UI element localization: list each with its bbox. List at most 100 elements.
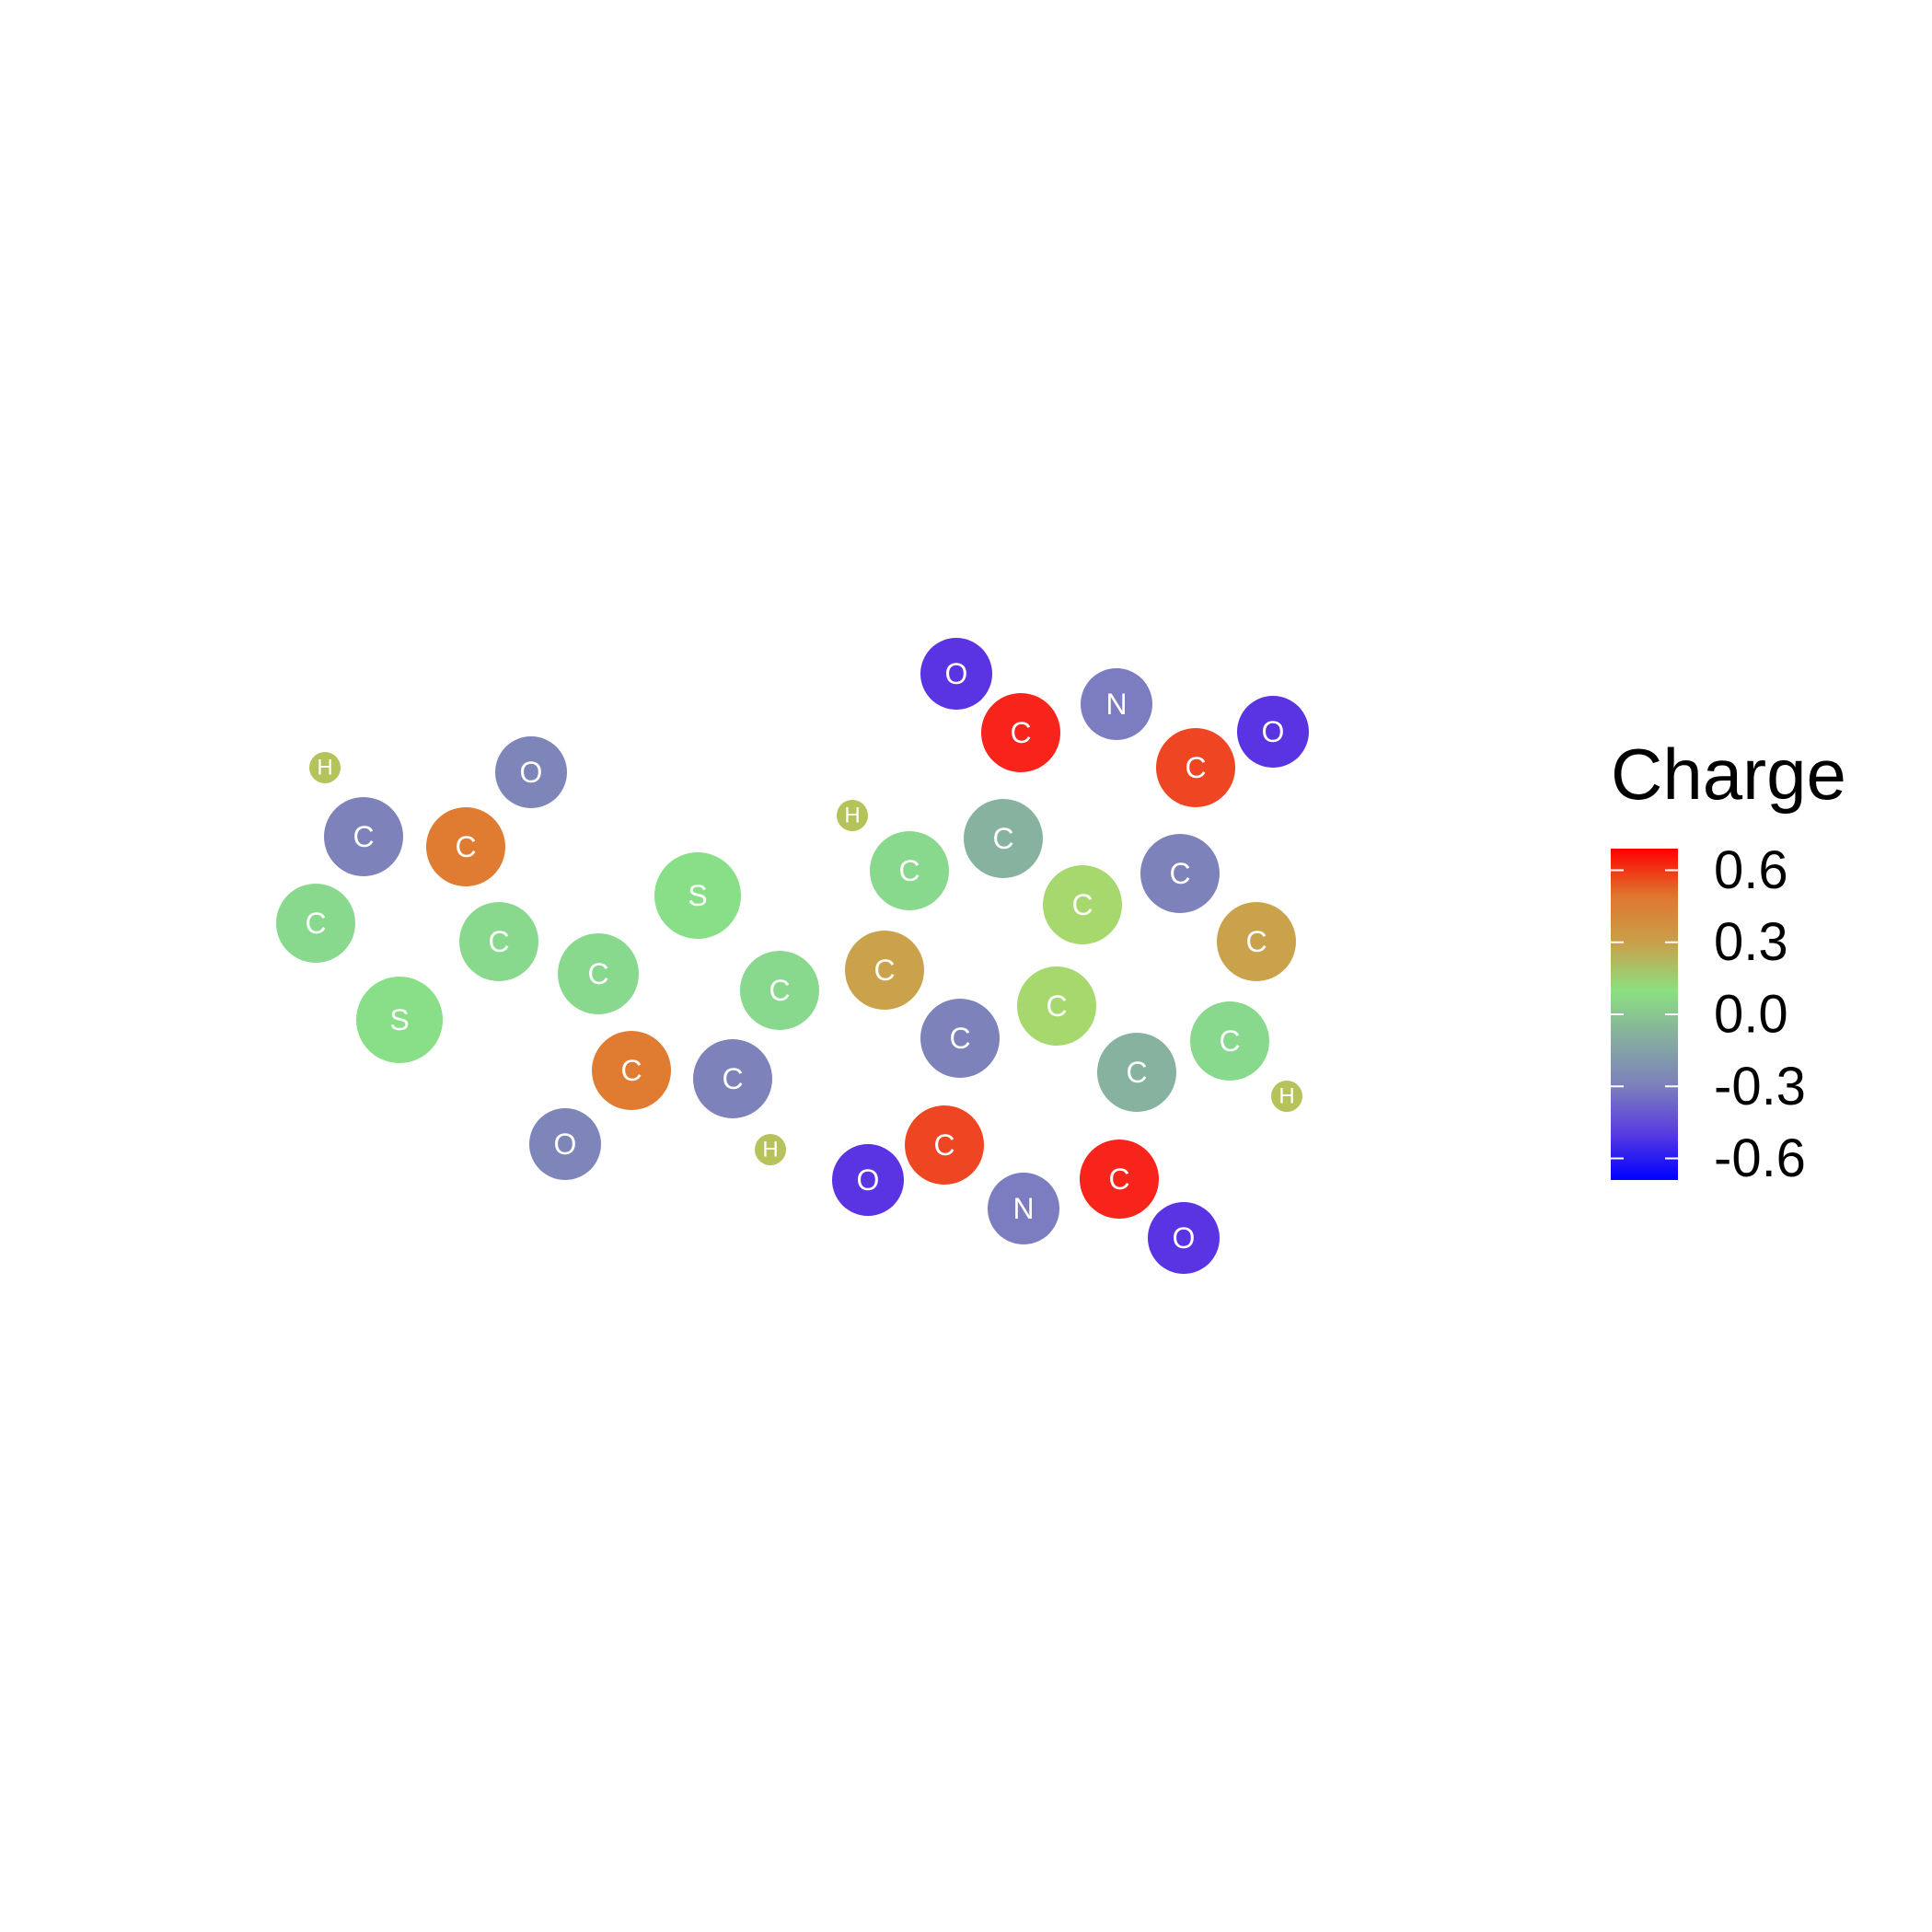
atom-c: C xyxy=(1043,865,1122,944)
atom-h: H xyxy=(755,1134,786,1165)
atom-c: C xyxy=(693,1039,772,1118)
atom-c: C xyxy=(1156,728,1235,807)
atom-circle xyxy=(964,799,1043,878)
atom-label: C xyxy=(898,854,920,887)
atom-c: C xyxy=(276,884,355,963)
charge-legend: Charge 0.6 0.3 0.0 -0.3 -0.6 xyxy=(1611,734,1846,1188)
atom-circle xyxy=(920,999,1000,1078)
atom-o: O xyxy=(529,1108,601,1180)
atom-o: O xyxy=(1148,1202,1220,1274)
atom-c: C xyxy=(905,1105,984,1185)
atom-c: C xyxy=(1217,902,1296,981)
atom-label: C xyxy=(620,1054,642,1087)
atom-c: C xyxy=(324,797,403,876)
atom-circle xyxy=(356,977,443,1063)
atom-circle xyxy=(920,638,992,710)
atom-label: S xyxy=(389,1003,409,1036)
atom-o: O xyxy=(1237,696,1309,768)
atom-label: C xyxy=(1185,751,1206,784)
atom-label: O xyxy=(1173,1221,1196,1255)
atom-n: N xyxy=(988,1173,1059,1244)
atom-circle xyxy=(845,931,924,1010)
atom-label: H xyxy=(762,1138,778,1163)
atom-c: C xyxy=(870,831,949,910)
legend-title: Charge xyxy=(1611,734,1846,815)
atoms-layer: H O C C C C S C S C C O H C C H C C O C N C O C C C C C C C H O C N C O xyxy=(276,638,1309,1274)
atom-c: C xyxy=(1097,1033,1176,1112)
atom-circle xyxy=(1081,668,1152,740)
atom-label: H xyxy=(317,756,332,781)
atom-circle xyxy=(1156,728,1235,807)
atom-label: O xyxy=(1262,715,1285,748)
legend-tick-label: -0.3 xyxy=(1714,1057,1806,1116)
atom-circle xyxy=(1017,966,1096,1046)
atom-h: H xyxy=(309,752,341,783)
atom-label: C xyxy=(1126,1056,1147,1089)
atom-c: C xyxy=(592,1031,671,1110)
atom-label: C xyxy=(1245,925,1267,958)
atom-circle xyxy=(1140,834,1220,913)
legend-tick-label: 0.3 xyxy=(1714,912,1788,972)
legend-tick-label: -0.6 xyxy=(1714,1128,1806,1188)
atom-label: C xyxy=(1071,888,1093,921)
atom-circle xyxy=(592,1031,671,1110)
atom-label: S xyxy=(688,879,707,912)
atom-o: O xyxy=(495,736,567,808)
atom-c: C xyxy=(920,999,1000,1078)
atom-circle xyxy=(459,902,538,981)
legend-tick-label: 0.0 xyxy=(1714,985,1788,1045)
atom-o: O xyxy=(832,1144,904,1216)
atom-circle xyxy=(1237,696,1309,768)
atom-circle xyxy=(529,1108,601,1180)
atom-circle xyxy=(309,752,341,783)
atom-label: C xyxy=(992,822,1013,855)
atom-label: C xyxy=(1010,716,1031,749)
atom-label: C xyxy=(873,954,895,987)
atom-label: N xyxy=(1105,688,1127,721)
atom-s: S xyxy=(654,852,741,939)
atom-label: C xyxy=(1108,1163,1129,1196)
atom-circle xyxy=(1190,1001,1269,1081)
atom-c: C xyxy=(1080,1140,1159,1219)
atom-label: C xyxy=(305,907,326,940)
atom-circle xyxy=(693,1039,772,1118)
atom-circle xyxy=(1043,865,1122,944)
atom-label: C xyxy=(949,1022,970,1055)
atom-circle xyxy=(1271,1081,1302,1112)
atom-c: C xyxy=(1017,966,1096,1046)
atom-circle xyxy=(1148,1202,1220,1274)
atom-circle xyxy=(324,797,403,876)
atom-label: C xyxy=(722,1062,743,1095)
atom-c: C xyxy=(981,693,1060,772)
atom-label: C xyxy=(1046,989,1067,1023)
atom-c: C xyxy=(459,902,538,981)
atom-label: O xyxy=(945,657,968,690)
atom-h: H xyxy=(837,800,868,831)
atom-o: O xyxy=(920,638,992,710)
atom-label: C xyxy=(353,820,374,853)
atom-s: S xyxy=(356,977,443,1063)
atom-circle xyxy=(1097,1033,1176,1112)
atom-circle xyxy=(1217,902,1296,981)
atom-label: O xyxy=(554,1128,577,1161)
atom-circle xyxy=(276,884,355,963)
atom-label: H xyxy=(1278,1084,1294,1109)
atom-circle xyxy=(1080,1140,1159,1219)
atom-label: C xyxy=(1219,1024,1240,1058)
atom-circle xyxy=(870,831,949,910)
atom-circle xyxy=(495,736,567,808)
atom-label: O xyxy=(520,756,543,789)
atom-c: C xyxy=(1140,834,1220,913)
atom-label: O xyxy=(857,1163,880,1197)
atom-circle xyxy=(837,800,868,831)
atom-label: C xyxy=(769,974,790,1007)
atom-circle xyxy=(832,1144,904,1216)
atom-circle xyxy=(558,933,639,1014)
atom-label: N xyxy=(1012,1192,1034,1225)
atom-h: H xyxy=(1271,1081,1302,1112)
atom-label: C xyxy=(455,830,476,863)
atom-c: C xyxy=(558,933,639,1014)
legend-ticks: 0.6 0.3 0.0 -0.3 -0.6 xyxy=(1714,840,1806,1188)
atom-circle xyxy=(755,1134,786,1165)
